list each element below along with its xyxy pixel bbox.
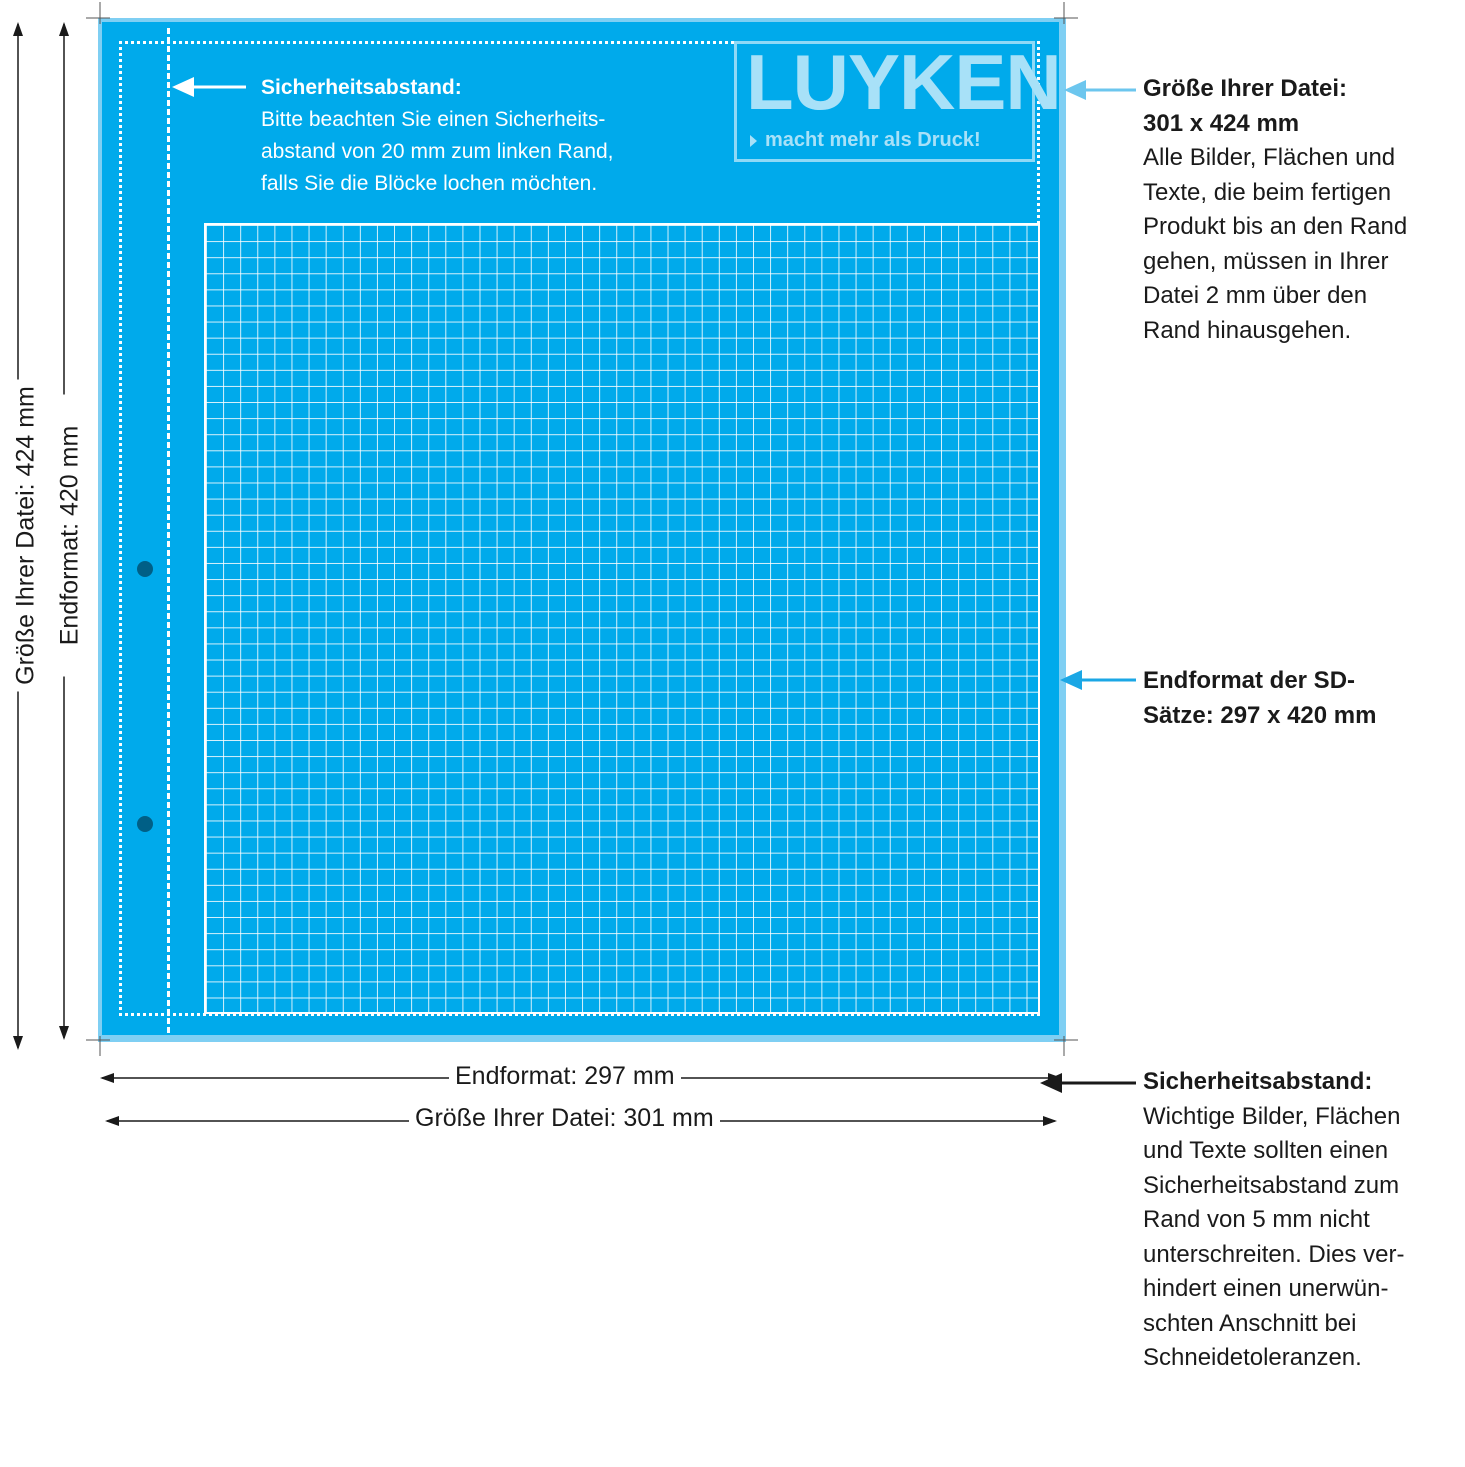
safety-margin-note: Sicherheitsabstand: Wichtige Bilder, Flä… xyxy=(1143,1065,1461,1376)
play-arrow-icon xyxy=(750,134,757,147)
file-size-line-1: Alle Bilder, Flächen und xyxy=(1143,144,1396,171)
final-format-arrow xyxy=(1060,670,1136,690)
file-size-arrow xyxy=(1064,80,1136,100)
punch-safety-line xyxy=(167,28,170,1033)
punch-safety-line-3: falls Sie die Blöcke lochen möchten. xyxy=(261,172,598,195)
safety-line-5: unterschreiten. Dies ver- xyxy=(1143,1240,1405,1268)
safety-line-8: Schneidetoleranzen. xyxy=(1143,1344,1362,1371)
punch-safety-note: Sicherheitsabstand: Bitte beachten Sie e… xyxy=(261,72,731,200)
file-size-line-6: Rand hinausgehen. xyxy=(1143,316,1352,344)
file-size-line-4: gehen, müssen in Ihrer xyxy=(1143,247,1389,275)
safety-line-1: Wichtige Bilder, Flächen xyxy=(1143,1102,1401,1130)
final-format-line-1: Endformat der SD- xyxy=(1143,667,1356,694)
punch-hole xyxy=(137,816,153,832)
file-size-line-5: Datei 2 mm über den xyxy=(1143,282,1368,309)
file-size-title: Größe Ihrer Datei: xyxy=(1143,75,1348,102)
height-file-label: Größe Ihrer Datei: 424 mm xyxy=(11,379,41,692)
safety-line-2: und Texte sollten einen xyxy=(1143,1137,1389,1164)
punch-hole xyxy=(137,561,153,577)
height-final-label: Endformat: 420 mm xyxy=(55,394,85,677)
punch-safety-line-1: Bitte beachten Sie einen Sicherheits- xyxy=(261,108,606,131)
logo-frame xyxy=(734,41,1035,162)
grid-paper-area xyxy=(204,223,1040,1014)
file-size-line-3: Produkt bis an den Rand xyxy=(1143,213,1408,240)
file-size-line-2: Texte, die beim fertigen xyxy=(1143,178,1392,206)
safety-line-6: hindert einen unerwün- xyxy=(1143,1275,1389,1302)
punch-safety-title: Sicherheitsabstand: xyxy=(261,76,462,99)
logo-wordmark: LUYKEN xyxy=(746,38,1062,126)
safety-line-7: schten Anschnitt bei xyxy=(1143,1309,1357,1337)
file-size-dimensions: 301 x 424 mm xyxy=(1143,109,1300,137)
width-final-label: Endformat: 297 mm xyxy=(449,1062,681,1091)
file-size-note: Größe Ihrer Datei: 301 x 424 mm Alle Bil… xyxy=(1143,72,1461,348)
width-file-label: Größe Ihrer Datei: 301 mm xyxy=(409,1104,720,1133)
punch-safety-arrow xyxy=(172,77,246,97)
punch-safety-line-2: abstand von 20 mm zum linken Rand, xyxy=(261,140,614,163)
crop-marks xyxy=(86,2,1078,1056)
safety-margin-title: Sicherheitsabstand: xyxy=(1143,1068,1373,1095)
safety-line-4: Rand von 5 mm nicht xyxy=(1143,1206,1370,1233)
logo-tagline: macht mehr als Druck! xyxy=(750,126,1035,154)
final-format-note: Endformat der SD- Sätze: 297 x 420 mm xyxy=(1143,664,1461,733)
final-format-line-2: Sätze: 297 x 420 mm xyxy=(1143,701,1377,729)
safety-line-3: Sicherheitsabstand zum xyxy=(1143,1171,1400,1199)
logo-tagline-text: macht mehr als Druck! xyxy=(765,129,981,151)
